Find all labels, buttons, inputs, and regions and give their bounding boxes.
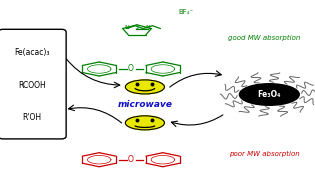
Text: +: + (135, 26, 140, 31)
Ellipse shape (125, 116, 164, 130)
Text: O: O (128, 155, 134, 164)
Text: microwave: microwave (117, 100, 172, 109)
Text: good MW absorption: good MW absorption (228, 35, 301, 41)
Text: N: N (145, 25, 150, 30)
FancyBboxPatch shape (0, 29, 66, 139)
Text: N: N (124, 25, 129, 30)
Text: O: O (128, 64, 134, 74)
Text: poor MW absorption: poor MW absorption (229, 151, 300, 157)
Ellipse shape (125, 80, 164, 94)
Text: Fe(acac)₃: Fe(acac)₃ (14, 48, 50, 57)
Text: Fe₃O₄: Fe₃O₄ (258, 90, 281, 99)
Text: R'OH: R'OH (23, 113, 42, 122)
Ellipse shape (239, 84, 299, 105)
Text: BF₄⁻: BF₄⁻ (178, 9, 193, 15)
Text: RCOOH: RCOOH (18, 81, 46, 90)
